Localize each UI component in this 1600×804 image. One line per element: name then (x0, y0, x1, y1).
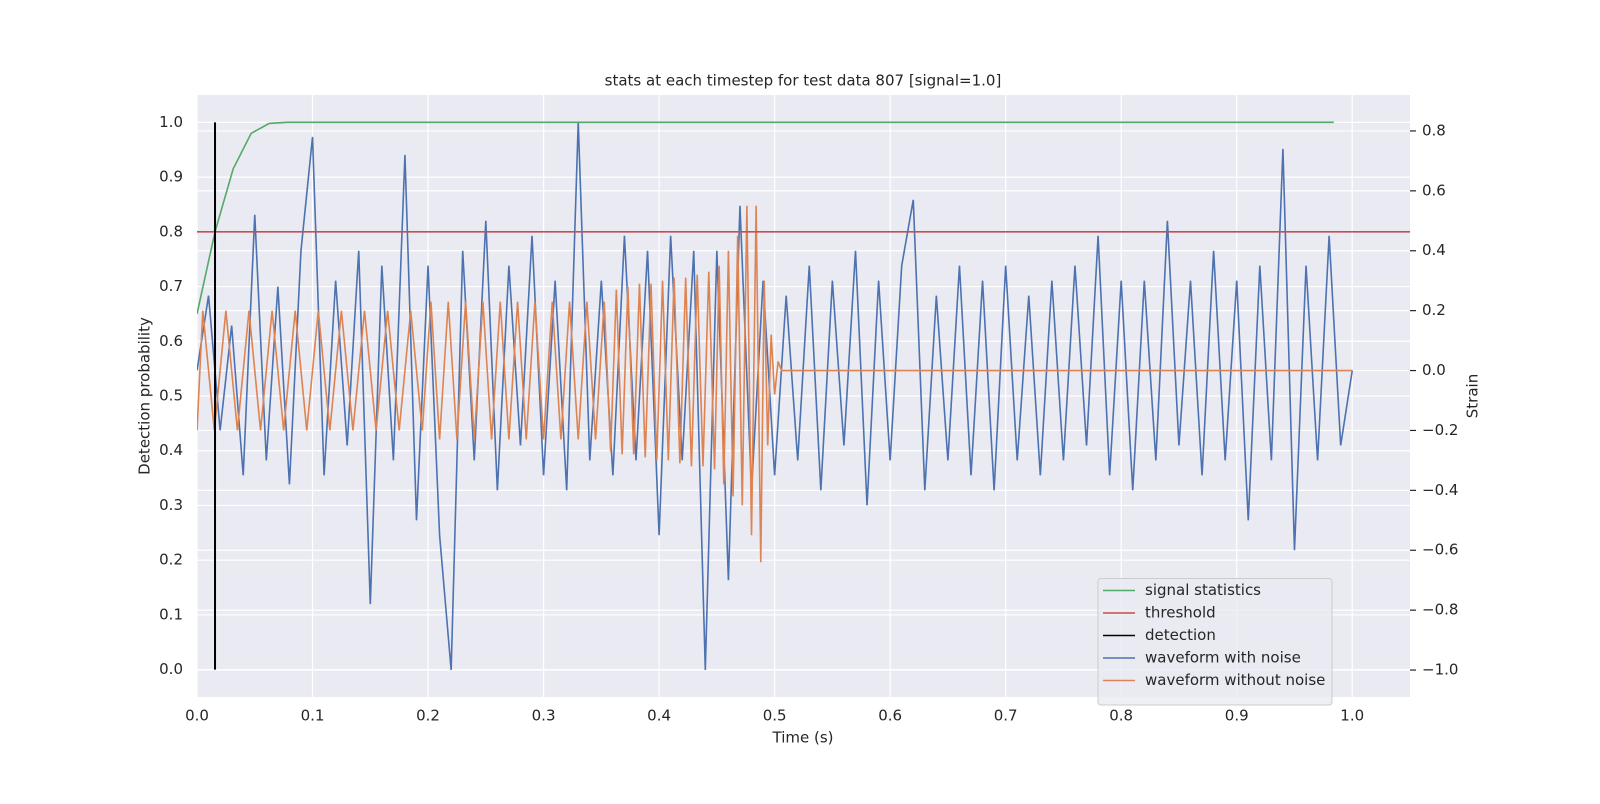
y2-tick-label: −0.2 (1422, 421, 1458, 439)
y2-tick-label: 0.4 (1422, 241, 1446, 259)
y-tick-label: 0.7 (159, 277, 183, 295)
x-tick-label: 1.0 (1340, 707, 1364, 725)
x-tick-label: 0.1 (301, 707, 325, 725)
x-tick-label: 0.6 (878, 707, 902, 725)
y-tick-label: 0.1 (159, 605, 183, 623)
x-tick-label: 0.3 (532, 707, 556, 725)
y2-tick-label: −0.8 (1422, 601, 1458, 619)
series-line (197, 205, 1353, 563)
legend-label: detection (1145, 626, 1216, 644)
y-tick-label: 0.3 (159, 496, 183, 514)
x-tick-label: 0.7 (994, 707, 1018, 725)
y2-tick-label: −0.4 (1422, 481, 1458, 499)
y-tick-label: 0.2 (159, 551, 183, 569)
y2-axis-label: Strain (1464, 374, 1482, 418)
x-axis-label: Time (s) (772, 729, 834, 747)
y2-tick-label: 0.2 (1422, 301, 1446, 319)
chart-title: stats at each timestep for test data 807… (605, 72, 1002, 90)
legend-box (1097, 578, 1333, 706)
x-tick-label: 0.0 (185, 707, 209, 725)
y-tick-label: 0.5 (159, 387, 183, 405)
y-tick-label: 0.0 (159, 660, 183, 678)
x-tick-label: 0.8 (1109, 707, 1133, 725)
y2-tick-label: −0.6 (1422, 541, 1458, 559)
y-axis-label: Detection probability (136, 317, 154, 475)
x-tick-label: 0.5 (763, 707, 787, 725)
y2-tick-label: −1.0 (1422, 661, 1458, 679)
x-tick-label: 0.4 (647, 707, 671, 725)
y-tick-label: 1.0 (159, 113, 183, 131)
legend-label: waveform without noise (1145, 671, 1325, 689)
legend-label: waveform with noise (1145, 649, 1301, 667)
legend-label: signal statistics (1145, 581, 1261, 599)
y2-tick-label: 0.8 (1422, 121, 1446, 139)
x-tick-label: 0.2 (416, 707, 440, 725)
y-tick-label: 0.9 (159, 168, 183, 186)
x-tick-label: 0.9 (1225, 707, 1249, 725)
y-tick-label: 0.8 (159, 222, 183, 240)
legend-label: threshold (1145, 604, 1216, 622)
y2-tick-label: 0.0 (1422, 361, 1446, 379)
y2-tick-label: 0.6 (1422, 181, 1446, 199)
series-line (197, 121, 1354, 671)
y-tick-label: 0.6 (159, 332, 183, 350)
y-tick-label: 0.4 (159, 441, 183, 459)
